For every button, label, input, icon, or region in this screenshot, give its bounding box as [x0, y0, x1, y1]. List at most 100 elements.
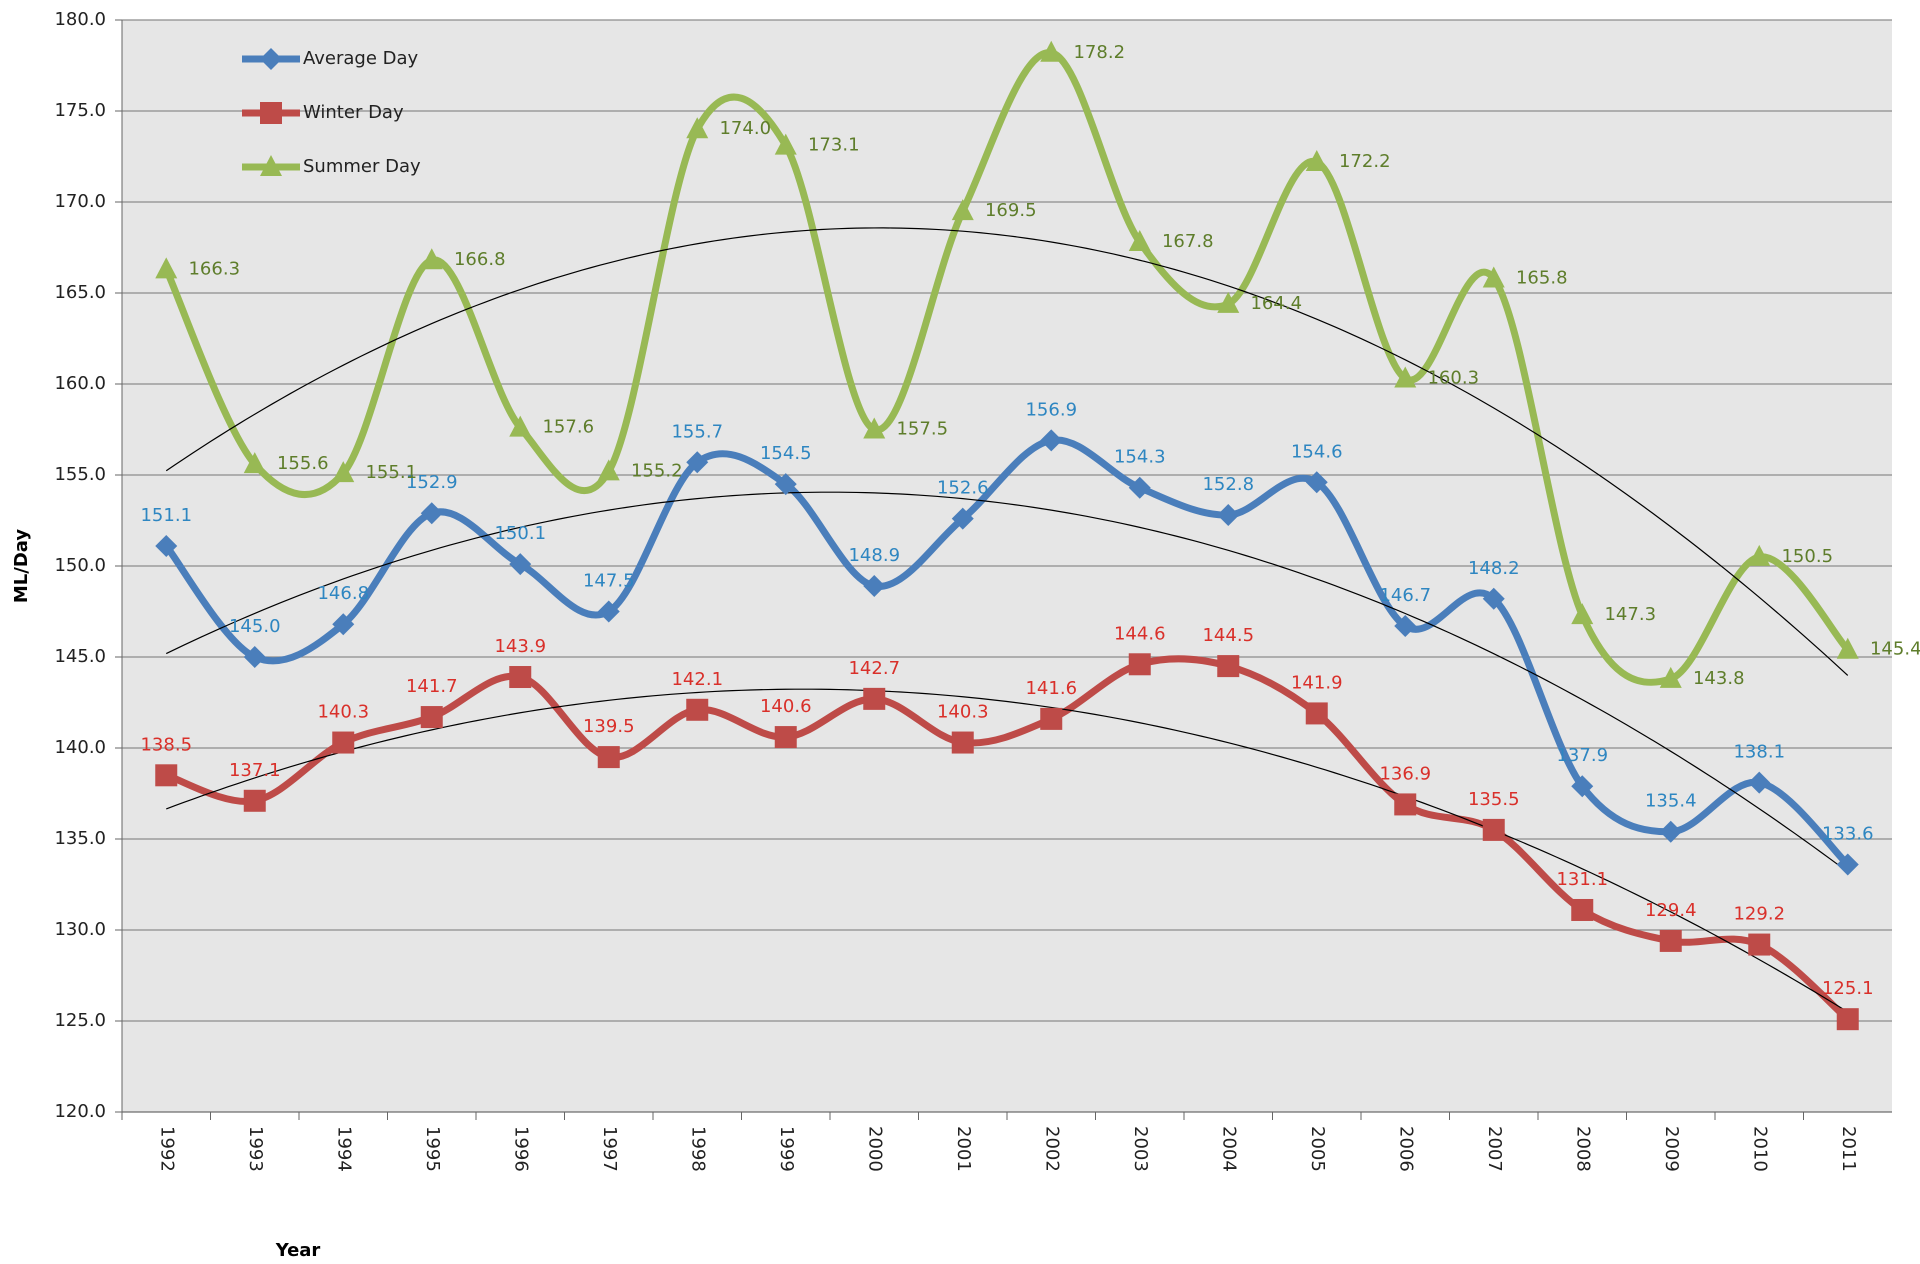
- series-line: [163, 49, 1851, 686]
- marker: [597, 459, 620, 481]
- marker: [332, 461, 355, 483]
- data-label: 174.0: [719, 118, 771, 139]
- data-label: 165.8: [1516, 267, 1568, 288]
- x-tick-label: 2002: [1041, 1126, 1062, 1172]
- series-line: [165, 655, 1851, 1022]
- x-tick-label: 2001: [953, 1126, 974, 1172]
- data-label: 125.1: [1822, 978, 1874, 999]
- x-tick-label: 1995: [422, 1126, 443, 1172]
- data-label: 143.8: [1693, 668, 1745, 689]
- marker: [332, 613, 355, 636]
- data-label: 157.6: [542, 417, 594, 438]
- marker: [686, 117, 709, 139]
- data-label: 152.9: [406, 472, 458, 493]
- marker: [774, 726, 797, 749]
- data-label: 154.3: [1114, 447, 1166, 468]
- marker: [1659, 820, 1682, 843]
- marker: [686, 451, 709, 474]
- data-label: 169.5: [985, 200, 1037, 221]
- data-label: 136.9: [1379, 763, 1431, 784]
- marker: [597, 600, 620, 623]
- data-label: 142.1: [671, 669, 723, 690]
- x-tick-label: 1994: [333, 1126, 354, 1172]
- data-label: 131.1: [1556, 869, 1608, 890]
- data-label: 143.9: [494, 636, 546, 657]
- data-label: 147.3: [1604, 604, 1656, 625]
- y-tick-label: 145.0: [54, 646, 106, 667]
- data-label: 148.9: [848, 545, 900, 566]
- x-tick-label: 2010: [1749, 1126, 1770, 1172]
- marker: [951, 507, 974, 530]
- y-tick-label: 135.0: [54, 828, 106, 849]
- marker: [1394, 793, 1417, 816]
- legend-marker: [260, 48, 282, 70]
- x-tick-label: 1999: [776, 1126, 797, 1172]
- data-label: 145.0: [229, 616, 281, 637]
- x-tick-label: 1992: [156, 1126, 177, 1172]
- data-label: 140.3: [937, 702, 989, 723]
- marker: [1571, 775, 1594, 798]
- data-label: 148.2: [1468, 558, 1520, 579]
- data-label: 166.8: [454, 249, 506, 270]
- data-label: 138.1: [1733, 742, 1785, 763]
- legend-marker: [260, 155, 282, 176]
- marker: [420, 248, 443, 270]
- data-label: 160.3: [1427, 368, 1479, 389]
- marker: [863, 575, 886, 598]
- marker: [1217, 655, 1240, 678]
- data-label: 164.4: [1250, 293, 1302, 314]
- marker: [1482, 266, 1505, 288]
- marker: [1394, 366, 1417, 388]
- data-label: 156.9: [1025, 399, 1077, 420]
- marker: [1482, 818, 1505, 841]
- y-tick-label: 140.0: [54, 737, 106, 758]
- x-axis-label: Year: [275, 1240, 321, 1261]
- x-tick-label: 2011: [1838, 1126, 1859, 1172]
- marker: [1659, 666, 1682, 688]
- data-label: 150.5: [1781, 546, 1833, 567]
- data-label: 155.1: [365, 462, 417, 483]
- legend-label: Average Day: [303, 48, 419, 69]
- data-label: 135.5: [1468, 789, 1520, 810]
- x-tick-label: 2009: [1661, 1126, 1682, 1172]
- data-label: 147.5: [583, 571, 635, 592]
- data-label: 145.4: [1870, 639, 1920, 660]
- data-label: 137.1: [229, 760, 281, 781]
- trend-line: [166, 688, 1849, 1013]
- marker: [1482, 587, 1505, 610]
- data-label: 141.6: [1025, 678, 1077, 699]
- data-label: 155.7: [671, 421, 723, 442]
- marker: [1748, 544, 1771, 566]
- marker: [1748, 771, 1771, 794]
- marker: [951, 199, 974, 221]
- x-tick-label: 2000: [864, 1126, 885, 1172]
- x-tick-label: 1997: [599, 1126, 620, 1172]
- data-label: 138.5: [140, 734, 192, 755]
- marker: [243, 646, 266, 668]
- x-tick-label: 2008: [1572, 1126, 1593, 1172]
- data-label: 150.1: [494, 523, 546, 544]
- legend-label: Summer Day: [303, 156, 421, 177]
- data-label: 129.4: [1645, 900, 1697, 921]
- x-tick-label: 1998: [687, 1126, 708, 1172]
- data-label: 135.4: [1645, 791, 1697, 812]
- marker: [1128, 230, 1151, 252]
- data-label: 167.8: [1162, 231, 1214, 252]
- marker: [597, 746, 620, 769]
- trend-line: [165, 491, 1849, 873]
- marker: [509, 415, 532, 437]
- y-tick-label: 125.0: [54, 1010, 106, 1031]
- data-label: 141.9: [1291, 672, 1343, 693]
- marker: [509, 553, 532, 576]
- marker: [1305, 702, 1328, 725]
- data-label: 144.5: [1202, 625, 1254, 646]
- data-label: 155.6: [277, 453, 329, 474]
- data-label: 146.8: [317, 583, 369, 604]
- marker: [951, 731, 974, 754]
- marker: [1836, 853, 1859, 876]
- y-tick-label: 175.0: [54, 100, 106, 121]
- marker: [1305, 149, 1328, 171]
- marker: [1040, 707, 1063, 730]
- data-label: 154.5: [760, 443, 812, 464]
